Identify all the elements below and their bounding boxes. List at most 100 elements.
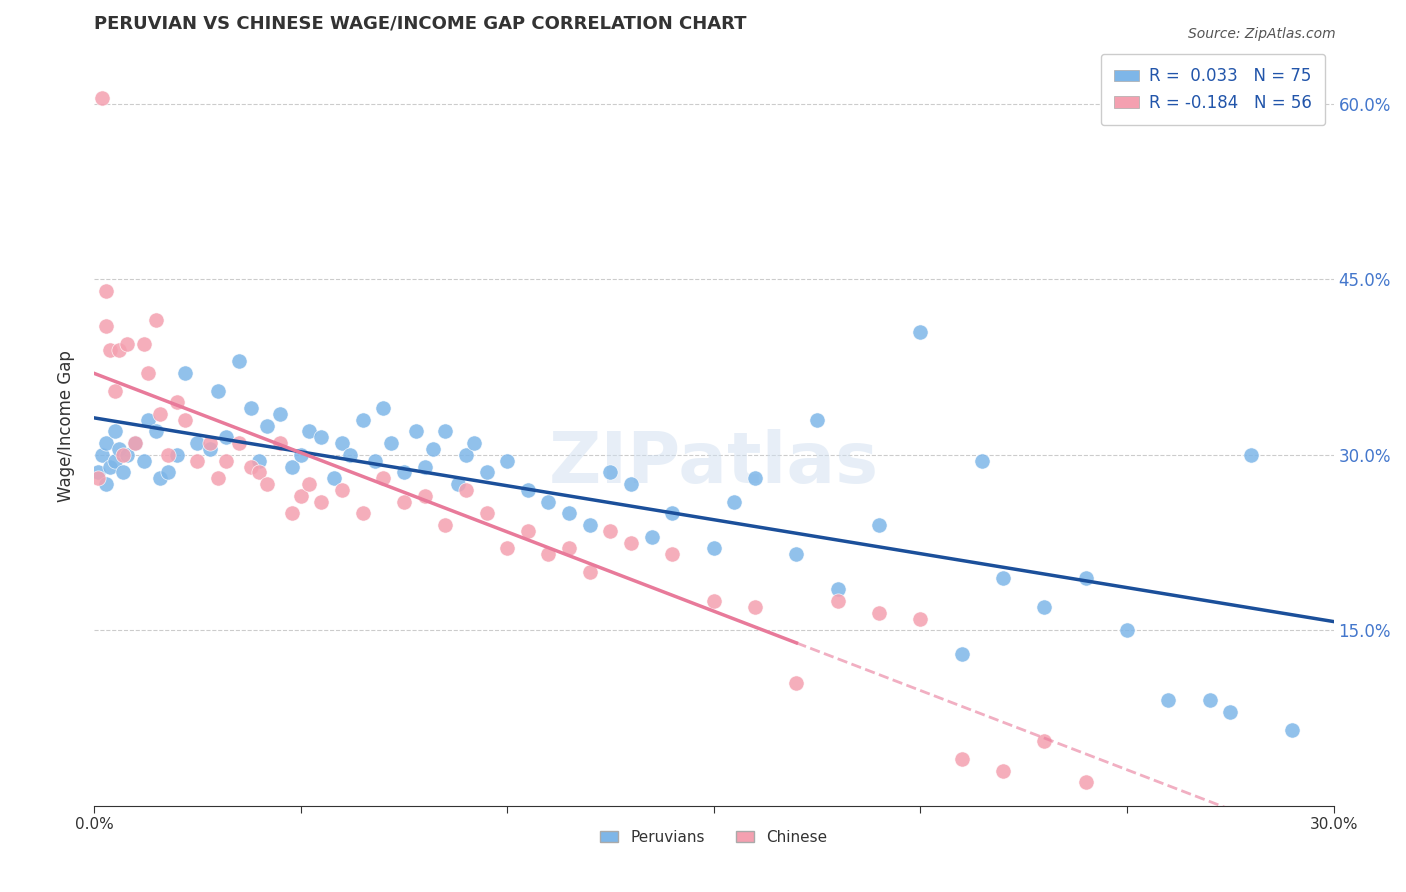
Point [578,518,600,533]
Point [136,366,159,380]
Point [950,647,973,661]
Point [537,494,560,508]
Text: Source: ZipAtlas.com: Source: ZipAtlas.com [1188,27,1336,41]
Point [868,518,890,533]
Point [96,319,118,334]
Point [392,494,415,508]
Point [290,448,312,462]
Point [827,594,849,608]
Point [475,506,498,520]
Point [1116,624,1139,638]
Point [434,518,457,533]
Point [364,453,387,467]
Point [516,483,538,497]
Point [454,483,477,497]
Point [124,436,146,450]
Point [1157,693,1180,707]
Point [392,466,415,480]
Point [806,413,828,427]
Point [1074,571,1097,585]
Point [1033,734,1056,748]
Y-axis label: Wage/Income Gap: Wage/Income Gap [58,350,75,501]
Point [620,535,643,549]
Point [454,448,477,462]
Point [1074,775,1097,789]
Point [434,425,457,439]
Point [269,407,291,421]
Point [1240,448,1263,462]
Point [744,599,766,614]
Point [991,571,1014,585]
Point [149,407,172,421]
Point [173,413,195,427]
Point [703,594,725,608]
Point [145,425,167,439]
Point [352,506,374,520]
Point [339,448,361,462]
Point [281,459,304,474]
Point [558,541,581,556]
Point [413,489,436,503]
Point [100,459,122,474]
Point [91,448,114,462]
Point [309,494,332,508]
Point [373,471,395,485]
Point [145,313,167,327]
Point [256,418,278,433]
Point [132,453,155,467]
Point [380,436,402,450]
Point [827,582,849,597]
Point [157,448,180,462]
Point [330,436,353,450]
Point [166,448,188,462]
Point [298,425,321,439]
Point [96,477,118,491]
Point [413,459,436,474]
Point [496,453,519,467]
Point [247,453,270,467]
Point [269,436,291,450]
Point [1219,705,1241,719]
Point [910,325,932,339]
Point [239,401,262,416]
Point [186,453,208,467]
Point [186,436,208,450]
Point [620,477,643,491]
Point [322,471,344,485]
Point [475,466,498,480]
Point [104,384,127,398]
Point [96,284,118,298]
Point [166,395,188,409]
Point [87,471,110,485]
Point [785,547,807,561]
Point [723,494,745,508]
Point [290,489,312,503]
Point [157,466,180,480]
Text: ZIPatlas: ZIPatlas [548,429,879,498]
Point [446,477,468,491]
Point [373,401,395,416]
Point [599,524,621,538]
Point [991,764,1014,778]
Point [239,459,262,474]
Point [107,442,129,456]
Point [115,336,138,351]
Point [558,506,581,520]
Point [136,413,159,427]
Point [104,425,127,439]
Point [496,541,519,556]
Point [256,477,278,491]
Point [1198,693,1220,707]
Point [661,506,683,520]
Point [104,453,127,467]
Point [599,466,621,480]
Point [298,477,321,491]
Point [785,676,807,690]
Point [149,471,172,485]
Point [330,483,353,497]
Point [247,466,270,480]
Point [96,436,118,450]
Point [744,471,766,485]
Point [578,565,600,579]
Legend: R =  0.033   N = 75, R = -0.184   N = 56: R = 0.033 N = 75, R = -0.184 N = 56 [1101,54,1326,125]
